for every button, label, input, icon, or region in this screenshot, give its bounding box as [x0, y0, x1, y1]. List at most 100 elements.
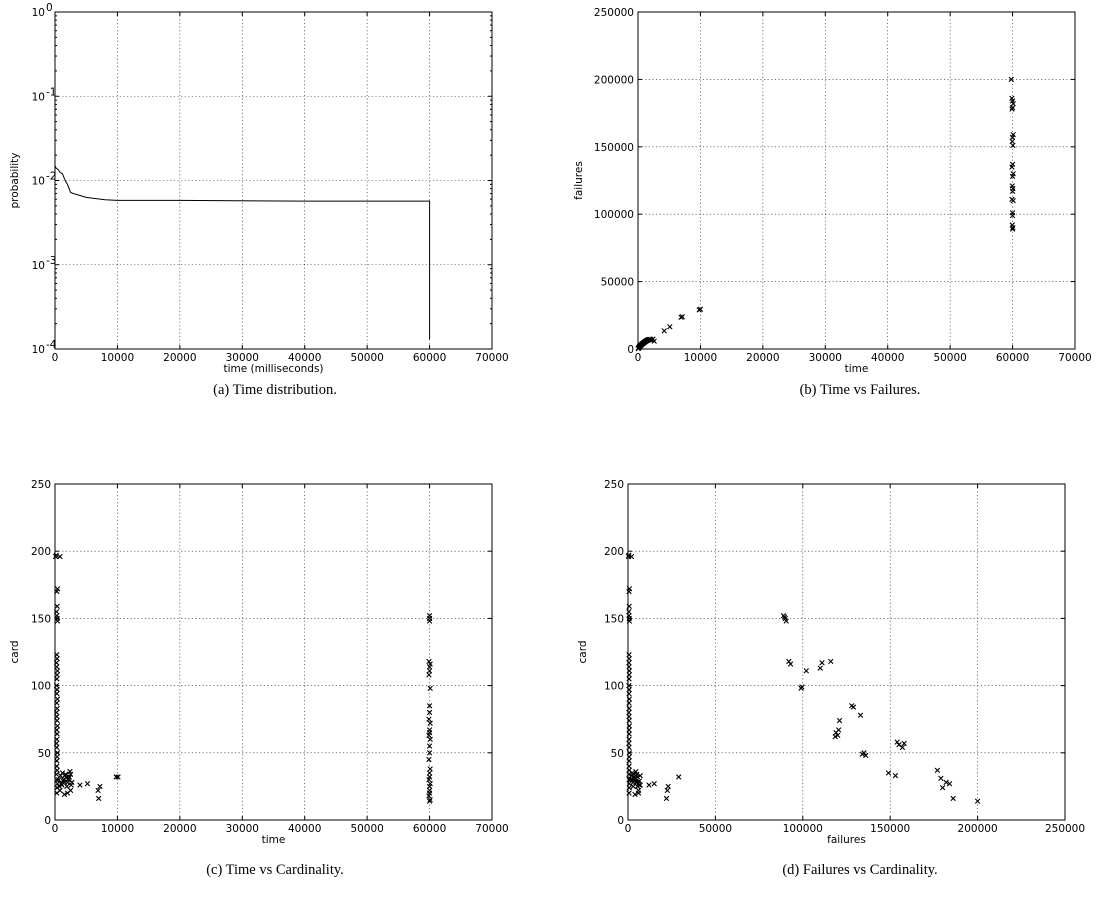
- data-point-stroke: [115, 774, 121, 780]
- data-point-marker: [54, 731, 60, 737]
- y-tick-label: 50: [611, 748, 624, 760]
- x-tick-label: 70000: [475, 823, 508, 835]
- y-tick-exponent: -3: [46, 255, 56, 267]
- data-point-stroke: [633, 768, 639, 775]
- data-point-marker: [54, 696, 61, 702]
- data-point-stroke: [663, 795, 670, 802]
- data-point-marker: [626, 552, 632, 558]
- data-point-stroke: [1010, 142, 1016, 149]
- data-point-stroke: [56, 776, 62, 783]
- x-tick-label: 40000: [288, 352, 321, 364]
- data-point-marker: [817, 665, 823, 671]
- data-point-stroke: [835, 732, 841, 739]
- data-point-marker: [67, 787, 74, 794]
- x-tick-label: 20000: [163, 352, 196, 364]
- chart-b-svg: 0 10000 20000 30000 40000 50000 60000 70000 0 500…: [573, 7, 1092, 375]
- x-tick-label: 40000: [288, 823, 321, 835]
- data-point-marker: [896, 742, 902, 748]
- data-point-marker: [54, 603, 60, 609]
- data-point-stroke: [1009, 183, 1015, 189]
- y-tick-label: 0: [627, 344, 634, 356]
- data-point-stroke: [67, 787, 74, 794]
- data-point-marker: [667, 324, 673, 330]
- data-point-marker: [783, 618, 789, 624]
- data-point-marker: [426, 783, 433, 790]
- caption-c: (c) Time vs Cardinality.: [206, 862, 344, 878]
- chart-c-group: 0 10000 20000 30000 40000 50000 60000 70000 0 50 1…: [9, 479, 509, 846]
- data-point-stroke: [661, 328, 667, 334]
- data-point-stroke: [1009, 188, 1016, 194]
- data-point-marker: [646, 782, 652, 788]
- x-tick-label: 10000: [101, 352, 134, 364]
- x-tick-label: 0: [625, 823, 632, 835]
- data-point-marker: [1010, 142, 1016, 149]
- x-tick-label: 0: [52, 823, 59, 835]
- data-point-stroke: [426, 743, 433, 749]
- data-point-marker: [426, 664, 433, 670]
- data-point-stroke: [54, 767, 60, 773]
- data-point-marker: [819, 660, 825, 666]
- data-point-stroke: [629, 776, 636, 783]
- data-point-marker: [77, 782, 83, 788]
- data-point-marker: [632, 775, 638, 782]
- x-tick-label: 50000: [699, 823, 732, 835]
- data-point-marker: [57, 787, 63, 794]
- data-point-marker: [426, 756, 432, 763]
- data-point-marker: [1008, 76, 1015, 83]
- x-tick-label: 30000: [809, 352, 842, 364]
- data-point-stroke: [1009, 98, 1016, 104]
- data-point-stroke: [426, 618, 433, 624]
- data-point-marker: [1010, 100, 1016, 107]
- data-point-marker: [899, 744, 906, 751]
- data-point-stroke: [783, 618, 789, 624]
- data-point-stroke: [835, 727, 842, 733]
- data-point-marker: [64, 779, 71, 786]
- data-point-marker: [892, 772, 899, 779]
- data-point-marker: [651, 781, 657, 787]
- data-point-stroke: [61, 791, 68, 798]
- x-tick-label: 40000: [871, 352, 904, 364]
- data-point-stroke: [637, 772, 643, 779]
- data-point-stroke: [836, 717, 843, 724]
- data-point-marker: [426, 743, 433, 749]
- data-point-marker: [84, 781, 91, 787]
- data-point-stroke: [667, 324, 673, 330]
- data-point-stroke: [59, 770, 66, 776]
- x-tick-label: 250000: [1045, 823, 1085, 835]
- data-point-marker: [885, 770, 892, 776]
- data-point-stroke: [636, 778, 643, 784]
- data-point-stroke: [934, 767, 941, 773]
- data-point-marker: [57, 772, 64, 779]
- y-tick-label: 10: [32, 7, 45, 19]
- data-point-stroke: [636, 782, 643, 788]
- data-point-marker: [54, 767, 60, 773]
- data-point-marker: [938, 775, 944, 782]
- data-point-marker: [651, 338, 657, 344]
- data-point-marker: [54, 705, 60, 712]
- x-axis-label: time (milliseconds): [223, 363, 323, 375]
- data-point-stroke: [1009, 134, 1016, 141]
- data-point-stroke: [646, 782, 652, 788]
- data-point-stroke: [863, 752, 869, 759]
- data-point-stroke: [939, 785, 946, 791]
- data-point-stroke: [697, 306, 704, 312]
- data-point-stroke: [54, 705, 60, 712]
- data-point-stroke: [651, 338, 657, 344]
- data-point-marker: [115, 774, 121, 780]
- data-point-marker: [64, 783, 70, 790]
- data-point-stroke: [787, 661, 794, 667]
- data-point-stroke: [832, 733, 838, 740]
- data-point-stroke: [57, 553, 63, 560]
- data-point-marker: [630, 783, 636, 790]
- data-point-stroke: [633, 779, 639, 786]
- data-point-stroke: [426, 709, 433, 716]
- data-point-marker: [676, 774, 682, 780]
- data-point-marker: [857, 712, 864, 718]
- data-point-stroke: [630, 783, 636, 790]
- data-point-marker: [426, 668, 433, 674]
- data-point-stroke: [634, 774, 641, 780]
- data-point-marker: [1010, 224, 1016, 231]
- data-point-marker: [626, 700, 632, 706]
- x-tick-label: 50000: [350, 823, 383, 835]
- data-point-stroke: [632, 791, 638, 798]
